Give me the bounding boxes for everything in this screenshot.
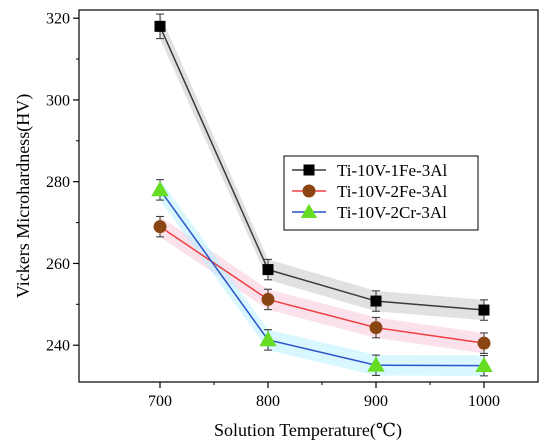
data-point-circle bbox=[369, 321, 383, 335]
data-point-circle bbox=[261, 292, 275, 306]
error-bands bbox=[160, 14, 484, 376]
data-point-square bbox=[478, 304, 490, 316]
data-point-triangle bbox=[259, 331, 277, 347]
plot-frame bbox=[78, 9, 539, 383]
series-line-1 bbox=[159, 26, 485, 311]
data-point-triangle bbox=[151, 181, 169, 197]
x-tick-label: 700 bbox=[148, 393, 172, 410]
x-tick-label: 900 bbox=[364, 393, 388, 410]
y-tick-label: 300 bbox=[46, 92, 70, 109]
error-band-3 bbox=[160, 179, 484, 376]
x-tick-label: 800 bbox=[256, 393, 280, 410]
series-lines bbox=[159, 26, 485, 367]
data-point-circle bbox=[477, 336, 491, 350]
data-point-square bbox=[262, 264, 274, 276]
data-point-square bbox=[154, 20, 166, 32]
legend-label: Ti-10V-1Fe-3Al bbox=[337, 161, 447, 180]
legend-label: Ti-10V-2Cr-3Al bbox=[337, 203, 447, 222]
data-markers bbox=[151, 20, 493, 373]
legend-label: Ti-10V-2Fe-3Al bbox=[337, 182, 447, 201]
legend-marker-square bbox=[303, 164, 315, 176]
error-band-1 bbox=[160, 14, 484, 321]
series-line-3 bbox=[159, 189, 485, 367]
data-point-square bbox=[370, 295, 382, 307]
data-point-circle bbox=[153, 220, 167, 234]
x-axis-ticks: 700 800 900 1000 bbox=[148, 382, 500, 410]
y-tick-label: 260 bbox=[46, 256, 70, 273]
error-bars bbox=[156, 13, 488, 377]
error-band-2 bbox=[160, 216, 484, 354]
legend-marker-circle bbox=[302, 184, 316, 198]
data-point-triangle bbox=[367, 356, 385, 372]
y-axis-ticks: 240 260 280 300 320 bbox=[46, 11, 79, 355]
legend: Ti-10V-1Fe-3Al Ti-10V-2Fe-3Al Ti-10V-2Cr-3… bbox=[283, 155, 479, 231]
legend-marker-triangle bbox=[300, 203, 318, 218]
y-axis-label: Vickers Microhardness(HV) bbox=[13, 94, 34, 298]
series-line-2 bbox=[159, 226, 485, 344]
y-tick-label: 280 bbox=[46, 174, 70, 191]
data-point-triangle bbox=[475, 356, 493, 373]
y-tick-label: 240 bbox=[46, 338, 70, 355]
y-tick-label: 320 bbox=[46, 11, 70, 28]
chart-axes bbox=[78, 9, 539, 383]
x-tick-label: 1000 bbox=[468, 393, 500, 410]
x-axis-label: Solution Temperature(℃) bbox=[214, 420, 402, 441]
